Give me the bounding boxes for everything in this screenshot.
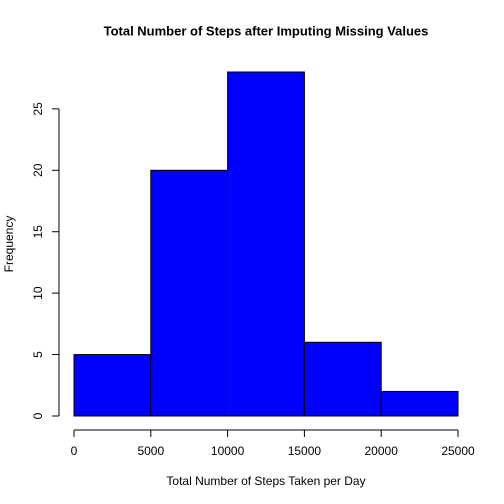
bar [73,354,152,417]
x-tick-label: 20000 [365,444,399,458]
x-tick-label: 15000 [288,444,322,458]
y-tick-label: 20 [31,163,45,177]
y-axis-label: Frequency [2,216,16,273]
x-tick-label: 5000 [137,444,164,458]
bar [303,341,382,417]
y-tick-label: 0 [31,412,45,419]
y-tick-label: 10 [31,286,45,300]
x-tick-label: 25000 [441,444,475,458]
x-tick-label: 0 [71,444,78,458]
bar [380,390,459,417]
y-tick-label: 15 [31,225,45,239]
y-tick-label: 5 [31,351,45,358]
chart-title: Total Number of Steps after Imputing Mis… [104,23,429,38]
y-tick-label: 25 [31,102,45,116]
bar [150,169,229,417]
bar [227,71,305,417]
x-axis-label: Total Number of Steps Taken per Day [166,474,365,488]
x-tick-label: 10000 [211,444,245,458]
